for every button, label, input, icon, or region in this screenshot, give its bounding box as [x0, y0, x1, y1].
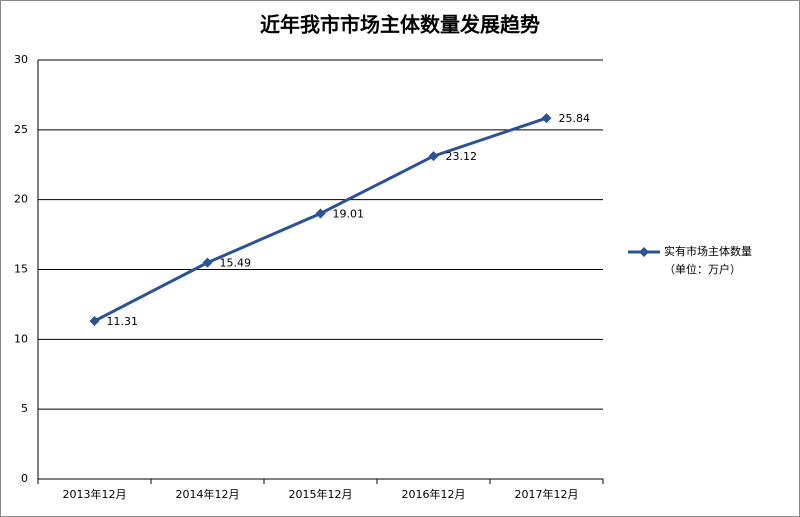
data-label: 15.49: [220, 257, 252, 270]
x-tick-label: 2013年12月: [63, 487, 127, 501]
x-tick-label: 2017年12月: [515, 487, 579, 501]
legend-note: （单位：万户）: [664, 262, 741, 276]
x-tick-label: 2016年12月: [402, 487, 466, 501]
data-label: 19.01: [333, 207, 365, 220]
y-tick-label: 10: [14, 332, 28, 345]
point-marker: [89, 316, 100, 327]
data-label: 25.84: [559, 112, 591, 125]
x-tick-label: 2014年12月: [176, 487, 240, 501]
data-label: 23.12: [446, 150, 478, 163]
data-label: 11.31: [107, 315, 139, 328]
y-tick-label: 0: [21, 472, 28, 485]
chart-title: 近年我市市场主体数量发展趋势: [260, 13, 540, 37]
x-tick-label: 2015年12月: [289, 487, 353, 501]
y-tick-label: 5: [21, 402, 28, 415]
point-marker: [428, 151, 439, 162]
point-marker: [541, 113, 552, 124]
y-tick-label: 25: [14, 123, 28, 136]
y-tick-label: 20: [14, 193, 28, 206]
point-marker: [202, 257, 213, 268]
point-marker: [315, 208, 326, 219]
legend-label: 实有市场主体数量: [664, 244, 752, 258]
legend-marker: [639, 247, 649, 257]
y-tick-label: 30: [14, 53, 28, 66]
y-tick-label: 15: [14, 263, 28, 276]
